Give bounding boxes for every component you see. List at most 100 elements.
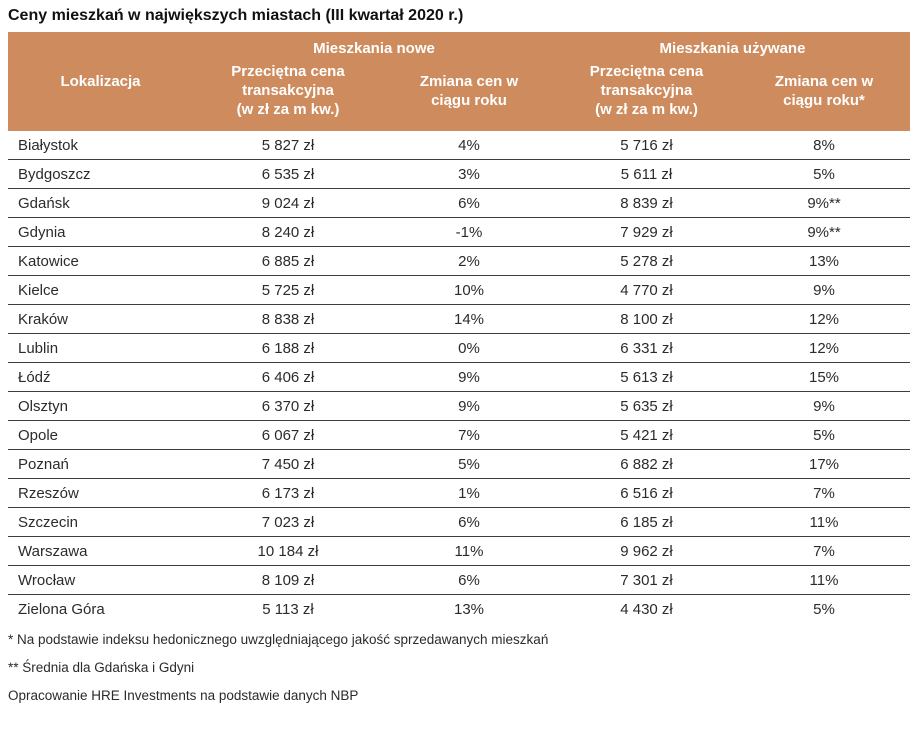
cell-new-price: 7 023 zł	[193, 507, 383, 537]
footnote-hedonic-index: * Na podstawie indeksu hedonicznego uwzg…	[8, 632, 549, 647]
cell-new-price: 7 450 zł	[193, 449, 383, 479]
cell-new-change: 13%	[383, 594, 555, 623]
cell-new-change: 3%	[383, 159, 555, 189]
table-row: Szczecin 7 023 zł 6% 6 185 zł 11%	[8, 507, 910, 537]
cell-city: Olsztyn	[8, 391, 193, 421]
cell-used-price: 8 839 zł	[555, 188, 738, 218]
cell-used-price: 4 770 zł	[555, 275, 738, 305]
cell-used-change: 17%	[738, 449, 910, 479]
sub-header-row: Przeciętna cena transakcyjna (w zł za m …	[8, 60, 910, 131]
cell-new-change: 6%	[383, 565, 555, 595]
cell-new-change: 5%	[383, 449, 555, 479]
cell-used-price: 5 278 zł	[555, 246, 738, 276]
cell-city: Zielona Góra	[8, 594, 193, 623]
cell-used-change: 5%	[738, 159, 910, 189]
col-header-change-new: Zmiana cen w ciągu roku	[383, 60, 555, 131]
cell-used-price: 6 185 zł	[555, 507, 738, 537]
table-row: Zielona Góra 5 113 zł 13% 4 430 zł 5%	[8, 594, 910, 623]
footnote-gdansk-gdynia-average: ** Średnia dla Gdańska i Gdyni	[8, 660, 195, 675]
cell-city: Szczecin	[8, 507, 193, 537]
group-header-used: Mieszkania używane	[555, 32, 910, 60]
cell-used-price: 6 516 zł	[555, 478, 738, 508]
cell-new-change: 4%	[383, 131, 555, 160]
table-row: Kielce 5 725 zł 10% 4 770 zł 9%	[8, 275, 910, 305]
header-line: Przeciętna cena	[589, 63, 704, 80]
cell-new-change: 7%	[383, 420, 555, 450]
group-header-row: Lokalizacja Mieszkania nowe Mieszkania u…	[8, 32, 910, 131]
cell-used-price: 6 882 zł	[555, 449, 738, 479]
cell-new-change: 1%	[383, 478, 555, 508]
table-row: Białystok 5 827 zł 4% 5 716 zł 8%	[8, 131, 910, 160]
cell-new-change: 6%	[383, 188, 555, 218]
cell-used-price: 5 635 zł	[555, 391, 738, 421]
cell-city: Warszawa	[8, 536, 193, 566]
header-line: Zmiana cen w	[774, 72, 874, 90]
cell-used-price: 5 611 zł	[555, 159, 738, 189]
header-line: ciągu roku	[431, 91, 507, 109]
cell-used-change: 9%**	[738, 217, 910, 247]
header-line: transakcyjna	[600, 82, 693, 99]
cell-used-change: 7%	[738, 478, 910, 508]
table-row: Katowice 6 885 zł 2% 5 278 zł 13%	[8, 246, 910, 276]
table-row: Opole 6 067 zł 7% 5 421 zł 5%	[8, 420, 910, 450]
cell-new-price: 6 188 zł	[193, 333, 383, 363]
cell-city: Lublin	[8, 333, 193, 363]
header-line: transakcyjna	[242, 82, 334, 99]
table-row: Wrocław 8 109 zł 6% 7 301 zł 11%	[8, 565, 910, 595]
table-row: Rzeszów 6 173 zł 1% 6 516 zł 7%	[8, 478, 910, 508]
cell-used-price: 5 421 zł	[555, 420, 738, 450]
page: Ceny mieszkań w największych miastach (I…	[8, 7, 912, 703]
cell-new-price: 6 885 zł	[193, 246, 383, 276]
cell-used-change: 11%	[738, 507, 910, 537]
cell-used-price: 7 301 zł	[555, 565, 738, 595]
cell-new-price: 10 184 zł	[193, 536, 383, 566]
table-row: Lublin 6 188 zł 0% 6 331 zł 12%	[8, 333, 910, 363]
cell-new-price: 5 725 zł	[193, 275, 383, 305]
cell-new-price: 6 535 zł	[193, 159, 383, 189]
cell-new-change: 14%	[383, 304, 555, 334]
cell-city: Rzeszów	[8, 478, 193, 508]
cell-used-price: 7 929 zł	[555, 217, 738, 247]
cell-new-change: -1%	[383, 217, 555, 247]
page-title: Ceny mieszkań w największych miastach (I…	[8, 7, 464, 24]
cell-new-price: 6 406 zł	[193, 362, 383, 392]
footnotes: * Na podstawie indeksu hedonicznego uwzg…	[8, 632, 912, 703]
header-line: (w zł za m kw.)	[236, 101, 340, 118]
cell-new-change: 9%	[383, 362, 555, 392]
col-header-location: Lokalizacja	[8, 32, 193, 131]
header-line: Przeciętna cena	[231, 63, 345, 80]
header-line: Zmiana cen w	[419, 72, 519, 90]
table-header: Lokalizacja Mieszkania nowe Mieszkania u…	[8, 32, 910, 131]
source-attribution: Opracowanie HRE Investments na podstawie…	[8, 688, 359, 703]
table-row: Gdańsk 9 024 zł 6% 8 839 zł 9%**	[8, 188, 910, 218]
table-row: Kraków 8 838 zł 14% 8 100 zł 12%	[8, 304, 910, 334]
cell-used-price: 5 613 zł	[555, 362, 738, 392]
cell-used-change: 15%	[738, 362, 910, 392]
group-header-new: Mieszkania nowe	[193, 32, 555, 60]
cell-used-change: 12%	[738, 333, 910, 363]
cell-used-change: 12%	[738, 304, 910, 334]
cell-city: Bydgoszcz	[8, 159, 193, 189]
cell-used-change: 9%	[738, 391, 910, 421]
cell-used-change: 7%	[738, 536, 910, 566]
cell-new-price: 8 240 zł	[193, 217, 383, 247]
cell-used-change: 5%	[738, 420, 910, 450]
header-line: (w zł za m kw.)	[595, 101, 698, 118]
cell-new-change: 10%	[383, 275, 555, 305]
prices-table: Lokalizacja Mieszkania nowe Mieszkania u…	[8, 32, 910, 623]
cell-city: Gdańsk	[8, 188, 193, 218]
cell-used-change: 5%	[738, 594, 910, 623]
col-header-price-new: Przeciętna cena transakcyjna (w zł za m …	[193, 60, 383, 131]
cell-city: Wrocław	[8, 565, 193, 595]
cell-new-price: 6 067 zł	[193, 420, 383, 450]
table-row: Bydgoszcz 6 535 zł 3% 5 611 zł 5%	[8, 159, 910, 189]
cell-city: Opole	[8, 420, 193, 450]
cell-new-change: 9%	[383, 391, 555, 421]
cell-new-price: 9 024 zł	[193, 188, 383, 218]
cell-new-price: 6 173 zł	[193, 478, 383, 508]
header-line: ciągu roku*	[783, 91, 865, 109]
cell-used-price: 4 430 zł	[555, 594, 738, 623]
cell-used-change: 11%	[738, 565, 910, 595]
cell-used-change: 9%**	[738, 188, 910, 218]
cell-new-price: 6 370 zł	[193, 391, 383, 421]
